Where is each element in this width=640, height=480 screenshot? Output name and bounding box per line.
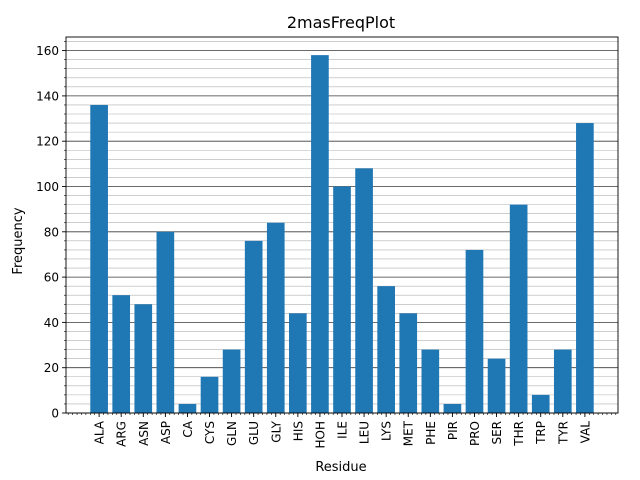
bar-tyr — [553, 349, 572, 413]
x-tick-label-ala: ALA — [93, 420, 107, 444]
axes: 0 20 40 60 80 100 120 140 160 ALA ARG ASN ASP CA CYS GL… — [36, 36, 619, 449]
bar-gln — [222, 349, 241, 413]
x-tick-label-met: MET — [402, 420, 416, 446]
x-tick-label-thr: THR — [512, 421, 526, 447]
x-tick-label-asn: ASN — [137, 421, 151, 446]
chart-title: 2masFreqPlot — [287, 13, 395, 32]
bar-ser — [487, 358, 506, 413]
bar-ca — [178, 403, 197, 413]
y-tick-label: 0 — [51, 407, 59, 421]
bar-asp — [156, 231, 175, 413]
bar-pro — [465, 249, 484, 413]
y-tick-label: 140 — [36, 89, 59, 103]
y-tick-label: 20 — [44, 361, 59, 375]
bar-phe — [421, 349, 440, 413]
x-tick-label-pro: PRO — [468, 421, 482, 446]
bar-hoh — [311, 55, 329, 413]
x-tick-label-ser: SER — [490, 421, 504, 445]
bar-lys — [377, 286, 395, 413]
y-tick-label: 120 — [36, 135, 59, 149]
bars — [90, 55, 594, 413]
x-tick-label-arg: ARG — [115, 421, 129, 447]
bar-ile — [333, 186, 351, 413]
x-tick-label-ca: CA — [181, 420, 195, 437]
x-tick-label-asp: ASP — [159, 421, 173, 444]
bar-gly — [266, 222, 285, 413]
x-tick-label-val: VAL — [578, 421, 592, 444]
y-tick-label: 40 — [44, 316, 59, 330]
bar-ala — [90, 104, 108, 413]
x-tick-label-trp: TRP — [534, 421, 548, 445]
y-tick-label: 60 — [44, 271, 59, 285]
y-tick-label: 160 — [36, 44, 59, 58]
x-tick-label-hoh: HOH — [313, 421, 327, 449]
bar-asn — [134, 304, 153, 413]
bar-glu — [244, 240, 263, 413]
x-tick-label-cys: CYS — [203, 421, 217, 444]
x-tick-label-his: HIS — [291, 421, 305, 441]
bar-val — [576, 123, 594, 413]
bar-thr — [509, 204, 528, 413]
x-tick-label-lys: LYS — [380, 421, 394, 441]
x-tick-label-leu: LEU — [358, 421, 372, 444]
x-tick-label-gln: GLN — [225, 421, 239, 446]
bar-pir — [443, 403, 462, 413]
y-tick-label: 80 — [44, 225, 59, 239]
bar-his — [289, 313, 307, 413]
bar-arg — [112, 295, 131, 413]
bar-trp — [531, 394, 550, 413]
x-tick-label-ile: ILE — [336, 421, 350, 439]
x-tick-label-phe: PHE — [424, 421, 438, 445]
x-tick-label-pir: PIR — [446, 421, 460, 440]
x-tick-label-tyr: TYR — [556, 421, 570, 445]
bar-leu — [355, 168, 373, 413]
x-tick-label-glu: GLU — [247, 421, 261, 445]
x-tick-label-gly: GLY — [269, 420, 283, 442]
y-axis-label: Frequency — [11, 207, 26, 274]
bar-met — [399, 313, 418, 413]
x-axis-label: Residue — [315, 460, 366, 475]
y-tick-label: 100 — [36, 180, 59, 194]
bar-cys — [200, 376, 219, 413]
